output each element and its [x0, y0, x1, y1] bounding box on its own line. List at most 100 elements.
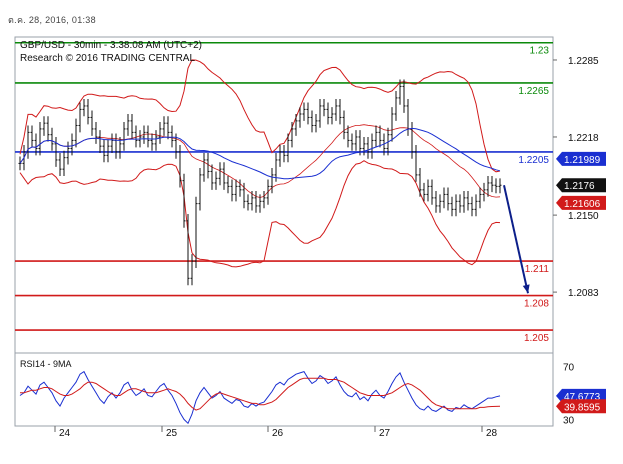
price-bar — [186, 213, 190, 286]
price-bar — [482, 182, 486, 202]
level-label-1: 1.2265 — [518, 86, 549, 97]
price-bar — [34, 133, 38, 156]
price-bar — [418, 167, 422, 197]
rsi-lines — [19, 370, 501, 425]
price-bar — [122, 122, 126, 151]
price-bar — [50, 127, 54, 151]
price-bar — [370, 133, 374, 159]
price-bar — [218, 162, 222, 186]
moving-average-line — [19, 127, 501, 180]
level-label-2: 1.2205 — [518, 155, 549, 166]
price-tag-0: 1.21989 — [556, 151, 606, 166]
price-bar — [414, 145, 418, 182]
price-bar — [438, 194, 442, 213]
price-bar — [58, 153, 62, 177]
price-bar — [262, 190, 266, 209]
price-bar — [82, 99, 86, 117]
price-bar — [366, 136, 370, 159]
forecast-arrow-shaft — [503, 185, 529, 294]
price-tag-2: 1.21606 — [556, 195, 606, 210]
price-bar — [210, 164, 214, 190]
level-label-0: 1.23 — [530, 46, 550, 57]
price-bar — [402, 79, 406, 113]
price-bar — [294, 113, 298, 136]
price-bar — [46, 116, 50, 142]
price-bar — [130, 113, 134, 140]
price-bar — [354, 130, 358, 151]
price-bar — [190, 254, 194, 286]
level-label-5: 1.205 — [524, 333, 549, 344]
price-bar — [178, 145, 182, 188]
price-bar — [362, 136, 366, 156]
price-bar — [322, 99, 326, 117]
price-bar — [102, 139, 106, 163]
rsi-line — [19, 370, 501, 425]
level-label-3: 1.211 — [525, 264, 550, 275]
forecast-arrow — [503, 185, 530, 294]
rsi-tick-label: 30 — [563, 415, 575, 426]
price-bar — [246, 194, 250, 211]
x-tick-label: 27 — [379, 428, 391, 439]
price-bar — [146, 125, 150, 148]
price-bar — [350, 133, 354, 151]
price-bar — [214, 171, 218, 190]
price-bar — [450, 196, 454, 217]
price-bar — [142, 125, 146, 144]
x-tick-label: 24 — [59, 428, 71, 439]
price-bar — [274, 153, 278, 182]
price-bar — [282, 145, 286, 163]
price-bar — [202, 153, 206, 182]
price-bar — [134, 125, 138, 148]
price-bar — [310, 110, 314, 133]
price-bar — [126, 113, 130, 136]
price-bar — [378, 125, 382, 148]
price-bar — [454, 194, 458, 217]
price-bar — [242, 182, 246, 209]
rsi-label: RSI14 - 9MA — [20, 359, 72, 369]
price-bar — [66, 141, 70, 165]
price-panel-frame — [14, 36, 554, 354]
price-bar — [390, 107, 394, 142]
time-axis: 24 25 26 27 28 — [54, 426, 498, 439]
price-bar — [78, 102, 82, 133]
price-bar — [290, 122, 294, 148]
price-bar — [306, 102, 310, 125]
price-bar — [70, 133, 74, 156]
price-bar — [254, 190, 258, 213]
price-bar — [430, 179, 434, 205]
timestamp: ต.ค. 28, 2016, 01:38 — [8, 15, 96, 25]
x-tick-label: 26 — [272, 428, 284, 439]
price-bar — [498, 178, 502, 194]
price-bar — [154, 130, 158, 151]
x-tick-label: 28 — [486, 428, 498, 439]
price-bar — [286, 133, 290, 163]
price-bar — [474, 194, 478, 217]
level-label-4: 1.208 — [524, 299, 549, 310]
price-bar — [74, 118, 78, 148]
price-bar — [86, 99, 90, 125]
price-bar — [470, 196, 474, 217]
price-bar — [234, 179, 238, 202]
price-bar — [494, 178, 498, 194]
rsi-tag-1: 39.8595 — [556, 399, 606, 414]
price-tag-2-text: 1.21606 — [564, 199, 601, 210]
forecast-arrow-head — [522, 284, 530, 294]
price-bar — [398, 79, 402, 105]
x-tick-label: 25 — [166, 428, 178, 439]
price-bar — [206, 153, 210, 179]
price-bar — [258, 194, 262, 213]
price-bar — [278, 145, 282, 167]
rsi-tag-1-text: 39.8595 — [564, 402, 601, 413]
rsi-ma-line — [20, 377, 501, 411]
price-bar — [158, 122, 162, 144]
price-bars — [18, 79, 502, 286]
price-bar — [462, 190, 466, 213]
price-bar — [298, 107, 302, 128]
price-bar — [238, 179, 242, 197]
price-bar — [182, 173, 186, 228]
price-bar — [338, 99, 342, 125]
price-bar — [170, 125, 174, 148]
price-bar — [166, 116, 170, 140]
